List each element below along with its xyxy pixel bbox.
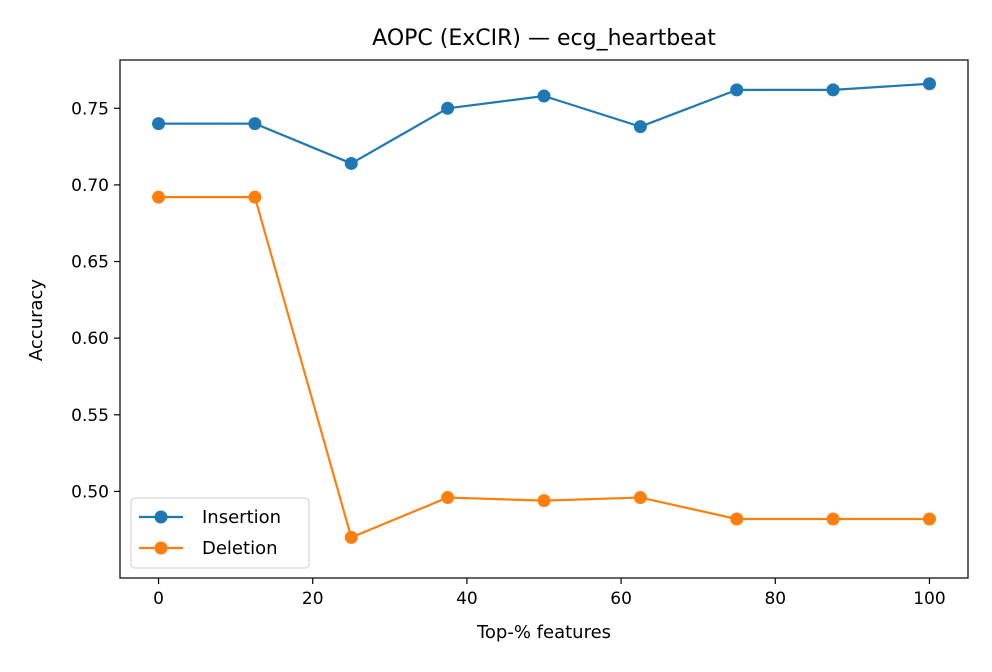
legend-label-deletion: Deletion	[202, 538, 278, 559]
data-point-insertion	[633, 120, 647, 134]
x-axis-ticks: 0 20 40 60 80 100	[153, 578, 946, 609]
data-point-deletion	[248, 190, 262, 204]
y-tick-label: 0.60	[71, 329, 109, 349]
y-tick-label: 0.50	[71, 482, 109, 502]
series-group	[152, 77, 936, 544]
data-point-deletion	[441, 491, 455, 505]
x-tick-label: 40	[456, 589, 478, 609]
x-tick-label: 100	[913, 589, 945, 609]
data-point-deletion	[633, 491, 647, 505]
legend-marker-insertion	[154, 510, 168, 524]
data-point-insertion	[248, 117, 262, 131]
y-tick-label: 0.75	[71, 99, 109, 119]
x-tick-label: 80	[764, 589, 786, 609]
x-tick-label: 60	[610, 589, 632, 609]
x-tick-label: 0	[153, 589, 164, 609]
data-point-insertion	[152, 117, 166, 131]
legend-marker-deletion	[154, 541, 168, 555]
data-point-deletion	[922, 512, 936, 526]
data-point-deletion	[152, 190, 166, 204]
y-tick-label: 0.70	[71, 176, 109, 196]
data-point-insertion	[922, 77, 936, 91]
x-tick-label: 20	[302, 589, 324, 609]
data-point-insertion	[730, 83, 744, 97]
data-point-deletion	[730, 512, 744, 526]
data-point-insertion	[441, 101, 455, 115]
legend-box	[130, 497, 310, 569]
data-point-deletion	[826, 512, 840, 526]
y-axis-ticks: 0.50 0.55 0.60 0.65 0.70 0.75	[71, 99, 120, 502]
y-tick-label: 0.55	[71, 406, 109, 426]
legend-label-insertion: Insertion	[202, 507, 281, 528]
y-tick-label: 0.65	[71, 253, 109, 273]
y-axis-label: Accuracy	[26, 279, 47, 362]
data-point-insertion	[537, 89, 551, 103]
data-point-insertion	[826, 83, 840, 97]
data-point-deletion	[537, 494, 551, 508]
legend: Insertion Deletion	[130, 497, 310, 569]
plot-frame	[119, 59, 969, 579]
chart-title: AOPC (ExCIR) — ecg_heartbeat	[372, 26, 716, 51]
data-point-deletion	[344, 530, 358, 544]
data-point-insertion	[344, 156, 358, 170]
x-axis-label: Top-% features	[476, 622, 611, 643]
